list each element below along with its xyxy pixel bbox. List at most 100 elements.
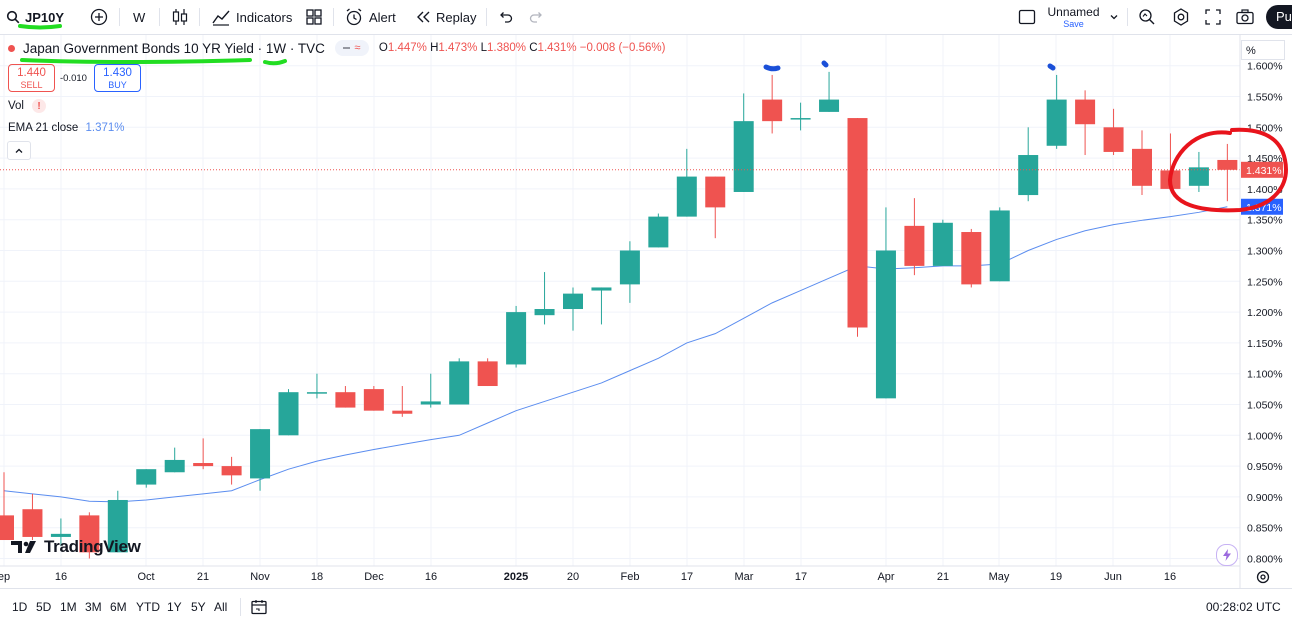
indicators-button[interactable]: Indicators (211, 0, 292, 34)
candle (50, 518, 71, 547)
range-button-all[interactable]: All (214, 600, 228, 614)
range-button-5d[interactable]: 5D (36, 600, 52, 614)
interval-button[interactable]: W (133, 0, 145, 34)
symbol-legend: Japan Government Bonds 10 YR Yield · 1W … (8, 40, 665, 56)
candle (762, 74, 783, 134)
range-button-5y[interactable]: 5Y (191, 600, 206, 614)
range-button-1m[interactable]: 1M (60, 600, 77, 614)
collapse-legend-button[interactable] (7, 141, 31, 160)
candle-body (733, 121, 754, 192)
candle (136, 469, 157, 488)
settings-button[interactable] (1171, 0, 1191, 34)
time-tick-label: Feb (621, 571, 640, 583)
candle-body (477, 361, 498, 387)
range-button-6m[interactable]: 6M (110, 600, 127, 614)
clock[interactable]: 00:28:02 UTC (1206, 600, 1281, 614)
candle (477, 358, 498, 387)
candle-body (591, 287, 612, 291)
candle-body (506, 312, 527, 365)
ema-label: EMA 21 close (8, 122, 79, 134)
candle (250, 429, 271, 491)
flag-toggle[interactable]: ≈ (334, 40, 369, 56)
chart-type-button[interactable] (171, 0, 189, 34)
publish-button[interactable]: Pu (1266, 5, 1292, 29)
volume-label: Vol (8, 100, 24, 112)
time-tick-label: 16 (1164, 571, 1176, 583)
redo-button[interactable] (528, 0, 546, 34)
candle (420, 373, 441, 408)
candle-body (1075, 99, 1096, 125)
volume-legend[interactable]: Vol ! (8, 99, 46, 113)
grid-icon (306, 9, 322, 25)
time-tick-label: 19 (1050, 571, 1062, 583)
time-tick-label: Dec (364, 571, 384, 583)
candle-body (1018, 155, 1039, 196)
time-tick-label: 2025 (504, 571, 528, 583)
warning-icon[interactable]: ! (32, 99, 46, 113)
layout-name-button[interactable]: Unnamed Save (1046, 0, 1101, 34)
candle (164, 447, 185, 473)
candle-body (1103, 127, 1124, 152)
candle (193, 438, 214, 470)
compare-button[interactable] (89, 0, 109, 34)
time-tick-label: 18 (311, 571, 323, 583)
layouts-button[interactable] (305, 0, 323, 34)
range-button-1y[interactable]: 1Y (167, 600, 182, 614)
price-tick-label: 1.150% (1247, 338, 1283, 350)
tradingview-logo: TradingView (11, 537, 141, 557)
lightning-button[interactable] (1216, 544, 1238, 566)
price-tick-label: 1.600% (1247, 61, 1283, 73)
market-status-dot (8, 44, 15, 52)
alert-button[interactable]: Alert (344, 0, 396, 34)
candle-body (563, 293, 583, 310)
time-axis-settings-button[interactable] (1255, 569, 1271, 590)
layout-menu-button[interactable] (1108, 0, 1120, 34)
undo-button[interactable] (496, 0, 514, 34)
quick-search-button[interactable] (1137, 0, 1157, 34)
range-button-3m[interactable]: 3M (85, 600, 102, 614)
alarm-clock-icon (346, 8, 362, 26)
symbol-search[interactable]: JP10Y (6, 0, 64, 34)
chart-title[interactable]: Japan Government Bonds 10 YR Yield · 1W … (23, 40, 325, 56)
zoom-search-icon (1139, 9, 1155, 25)
indicators-label: Indicators (236, 9, 293, 25)
layout-checkbox[interactable] (1018, 0, 1036, 34)
candle-body (136, 469, 157, 485)
last-price-tag-label: 1.431% (1246, 165, 1282, 177)
goto-date-button[interactable] (250, 589, 268, 625)
price-tick-label: 1.000% (1247, 430, 1283, 442)
flag-icon (343, 47, 351, 49)
candle-body (676, 176, 697, 217)
time-axis: ep 16 Oct 21 Nov 18 Dec 16 2025 20 Feb 17 Mar 17 Apr 21… (0, 571, 1176, 583)
replay-button[interactable]: Replay (414, 0, 476, 34)
buy-price: 1.430 (103, 67, 132, 79)
price-tick-label: 0.850% (1247, 523, 1283, 535)
ema-legend[interactable]: EMA 21 close 1.371% (8, 122, 125, 134)
search-icon (6, 10, 20, 24)
candle (392, 386, 413, 417)
candle-body (221, 466, 242, 476)
time-tick-label: 21 (197, 571, 209, 583)
sell-button[interactable]: 1.440 SELL (8, 64, 55, 92)
ema-value: 1.371% (85, 122, 125, 134)
fullscreen-button[interactable] (1204, 0, 1222, 34)
price-tick-label: 1.100% (1247, 369, 1283, 381)
buy-button[interactable]: 1.430 BUY (94, 64, 141, 92)
price-tick-label: 0.900% (1247, 492, 1283, 504)
layout-name: Unnamed (1047, 4, 1100, 19)
candle-body (420, 401, 441, 405)
toolbar-divider (199, 8, 200, 26)
candle (733, 93, 754, 192)
candle-body (79, 515, 100, 553)
save-label: Save (1063, 18, 1084, 29)
chevron-down-icon (1110, 15, 1118, 20)
axis-percent-toggle[interactable]: % (1241, 40, 1285, 60)
candle-body (989, 210, 1010, 282)
candle (1018, 127, 1039, 202)
snapshot-button[interactable] (1235, 0, 1255, 34)
buy-label: BUY (108, 80, 127, 90)
publish-label: Pu (1276, 9, 1292, 24)
range-button-1d[interactable]: 1D (12, 600, 28, 614)
time-tick-label: 20 (567, 571, 579, 583)
range-button-ytd[interactable]: YTD (136, 600, 160, 614)
